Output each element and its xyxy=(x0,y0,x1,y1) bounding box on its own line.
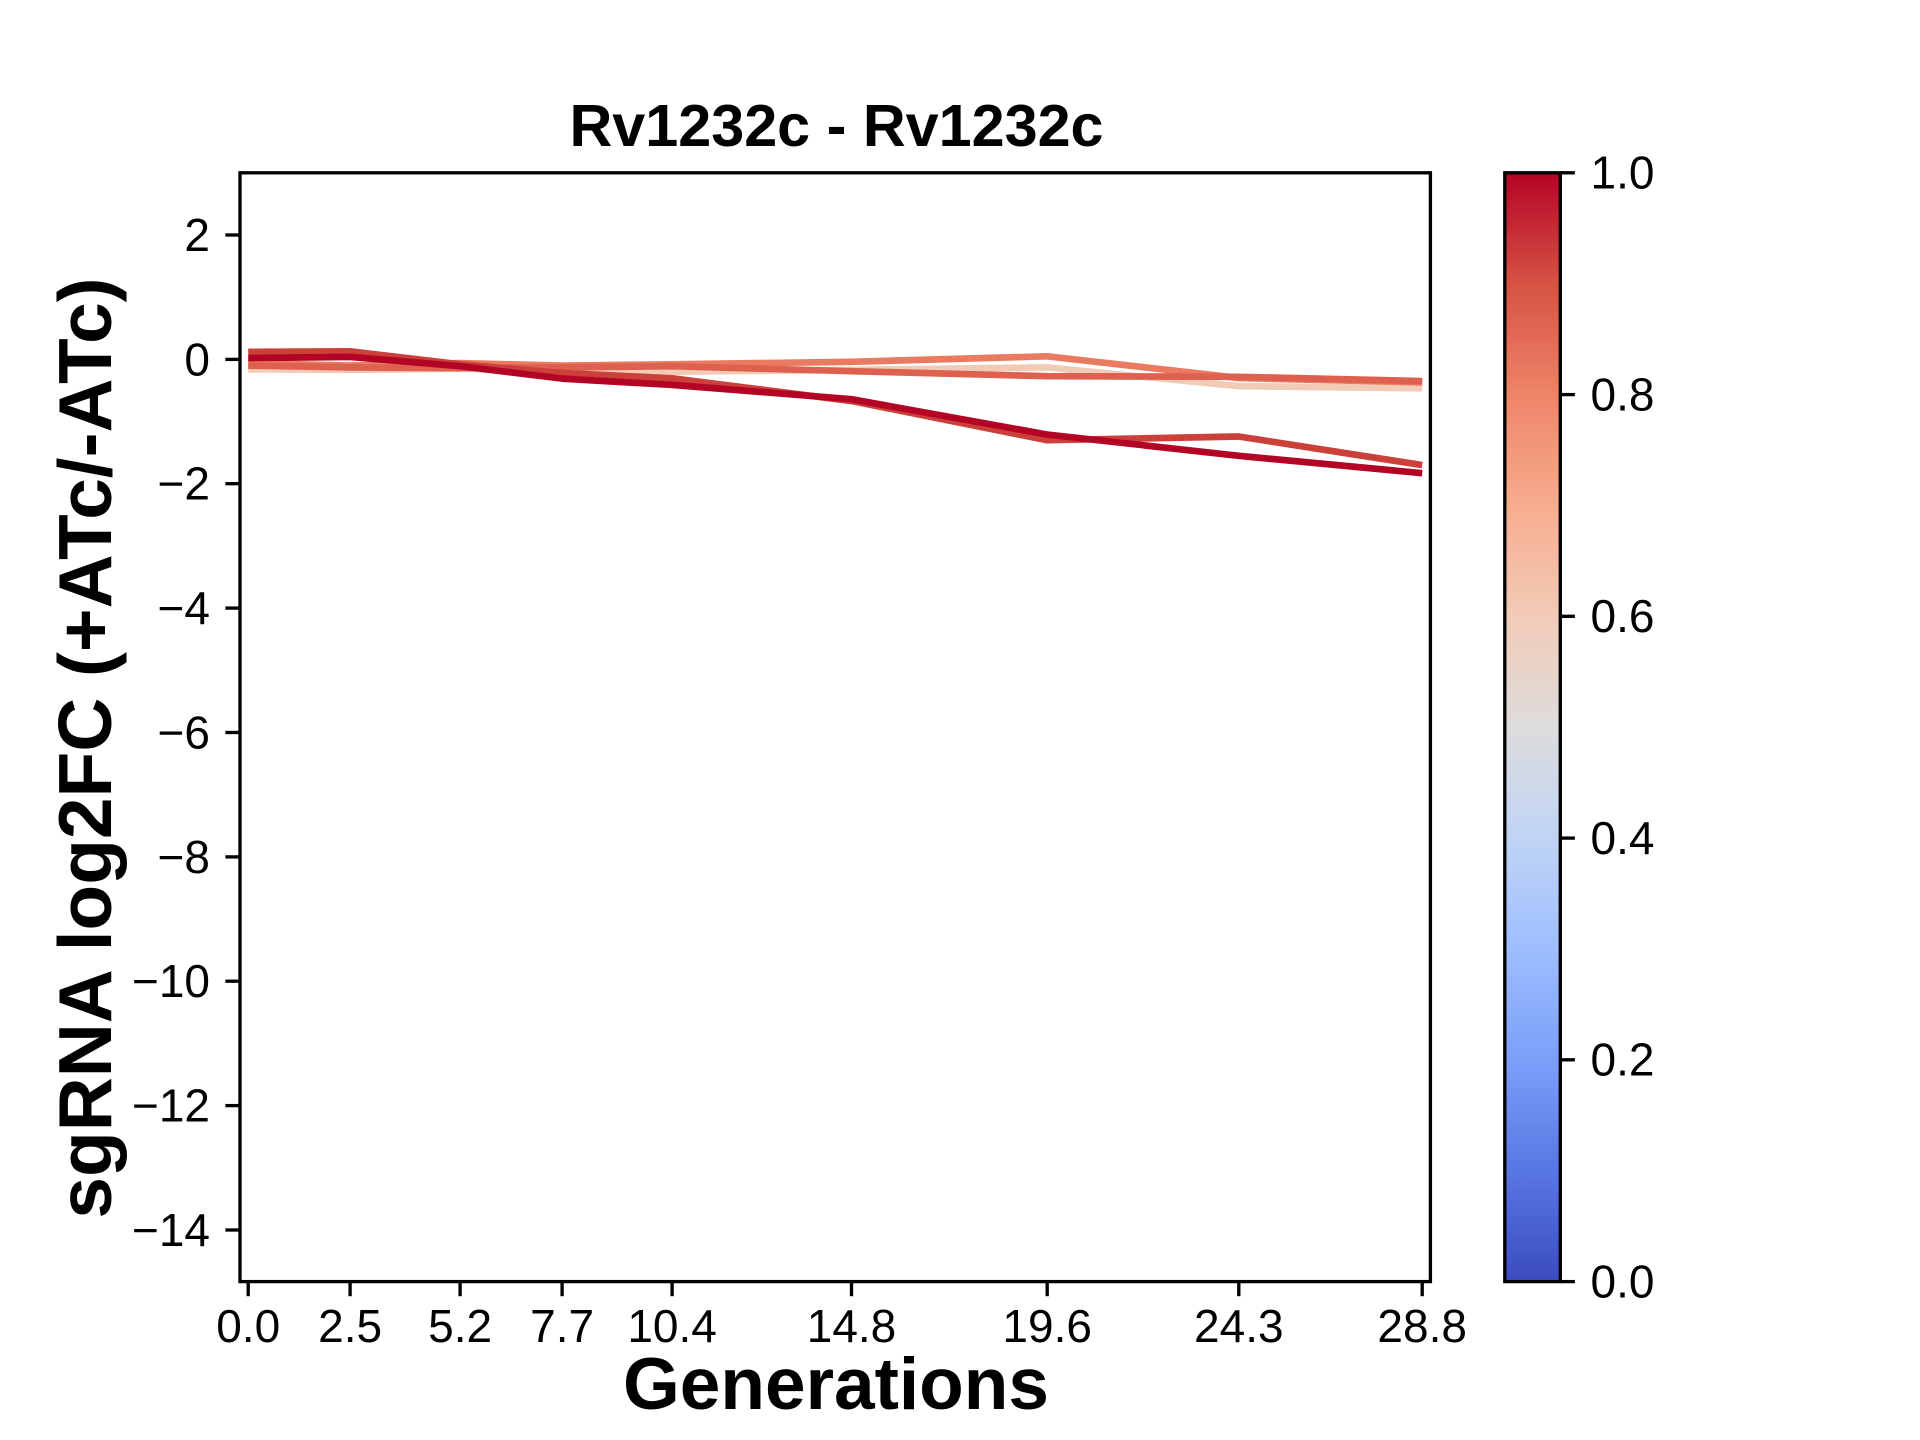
svg-text:0.2: 0.2 xyxy=(1591,1034,1655,1086)
svg-text:7.7: 7.7 xyxy=(530,1300,594,1352)
svg-text:28.8: 28.8 xyxy=(1377,1300,1467,1352)
svg-text:−14: −14 xyxy=(132,1204,210,1256)
svg-text:−6: −6 xyxy=(158,706,210,758)
svg-text:24.3: 24.3 xyxy=(1194,1300,1284,1352)
svg-text:−12: −12 xyxy=(132,1080,210,1132)
svg-text:Rv1232c - Rv1232c: Rv1232c - Rv1232c xyxy=(569,92,1103,159)
svg-text:14.8: 14.8 xyxy=(807,1300,897,1352)
svg-text:0.0: 0.0 xyxy=(1591,1256,1655,1308)
svg-text:0.8: 0.8 xyxy=(1591,369,1655,421)
svg-text:10.4: 10.4 xyxy=(627,1300,717,1352)
svg-text:0.4: 0.4 xyxy=(1591,812,1655,864)
svg-text:−10: −10 xyxy=(132,955,210,1007)
svg-text:2.5: 2.5 xyxy=(318,1300,382,1352)
svg-text:Generations: Generations xyxy=(623,1344,1049,1425)
svg-text:0: 0 xyxy=(184,333,210,385)
svg-text:0.0: 0.0 xyxy=(216,1300,280,1352)
svg-text:5.2: 5.2 xyxy=(428,1300,492,1352)
svg-text:−4: −4 xyxy=(158,582,210,634)
svg-text:19.6: 19.6 xyxy=(1002,1300,1092,1352)
svg-text:1.0: 1.0 xyxy=(1591,147,1655,199)
svg-text:−8: −8 xyxy=(158,831,210,883)
svg-text:0.6: 0.6 xyxy=(1591,590,1655,642)
svg-text:sgRNA log2FC (+ATc/-ATc): sgRNA log2FC (+ATc/-ATc) xyxy=(43,277,127,1218)
svg-text:−2: −2 xyxy=(158,458,210,510)
svg-text:2: 2 xyxy=(184,209,210,261)
